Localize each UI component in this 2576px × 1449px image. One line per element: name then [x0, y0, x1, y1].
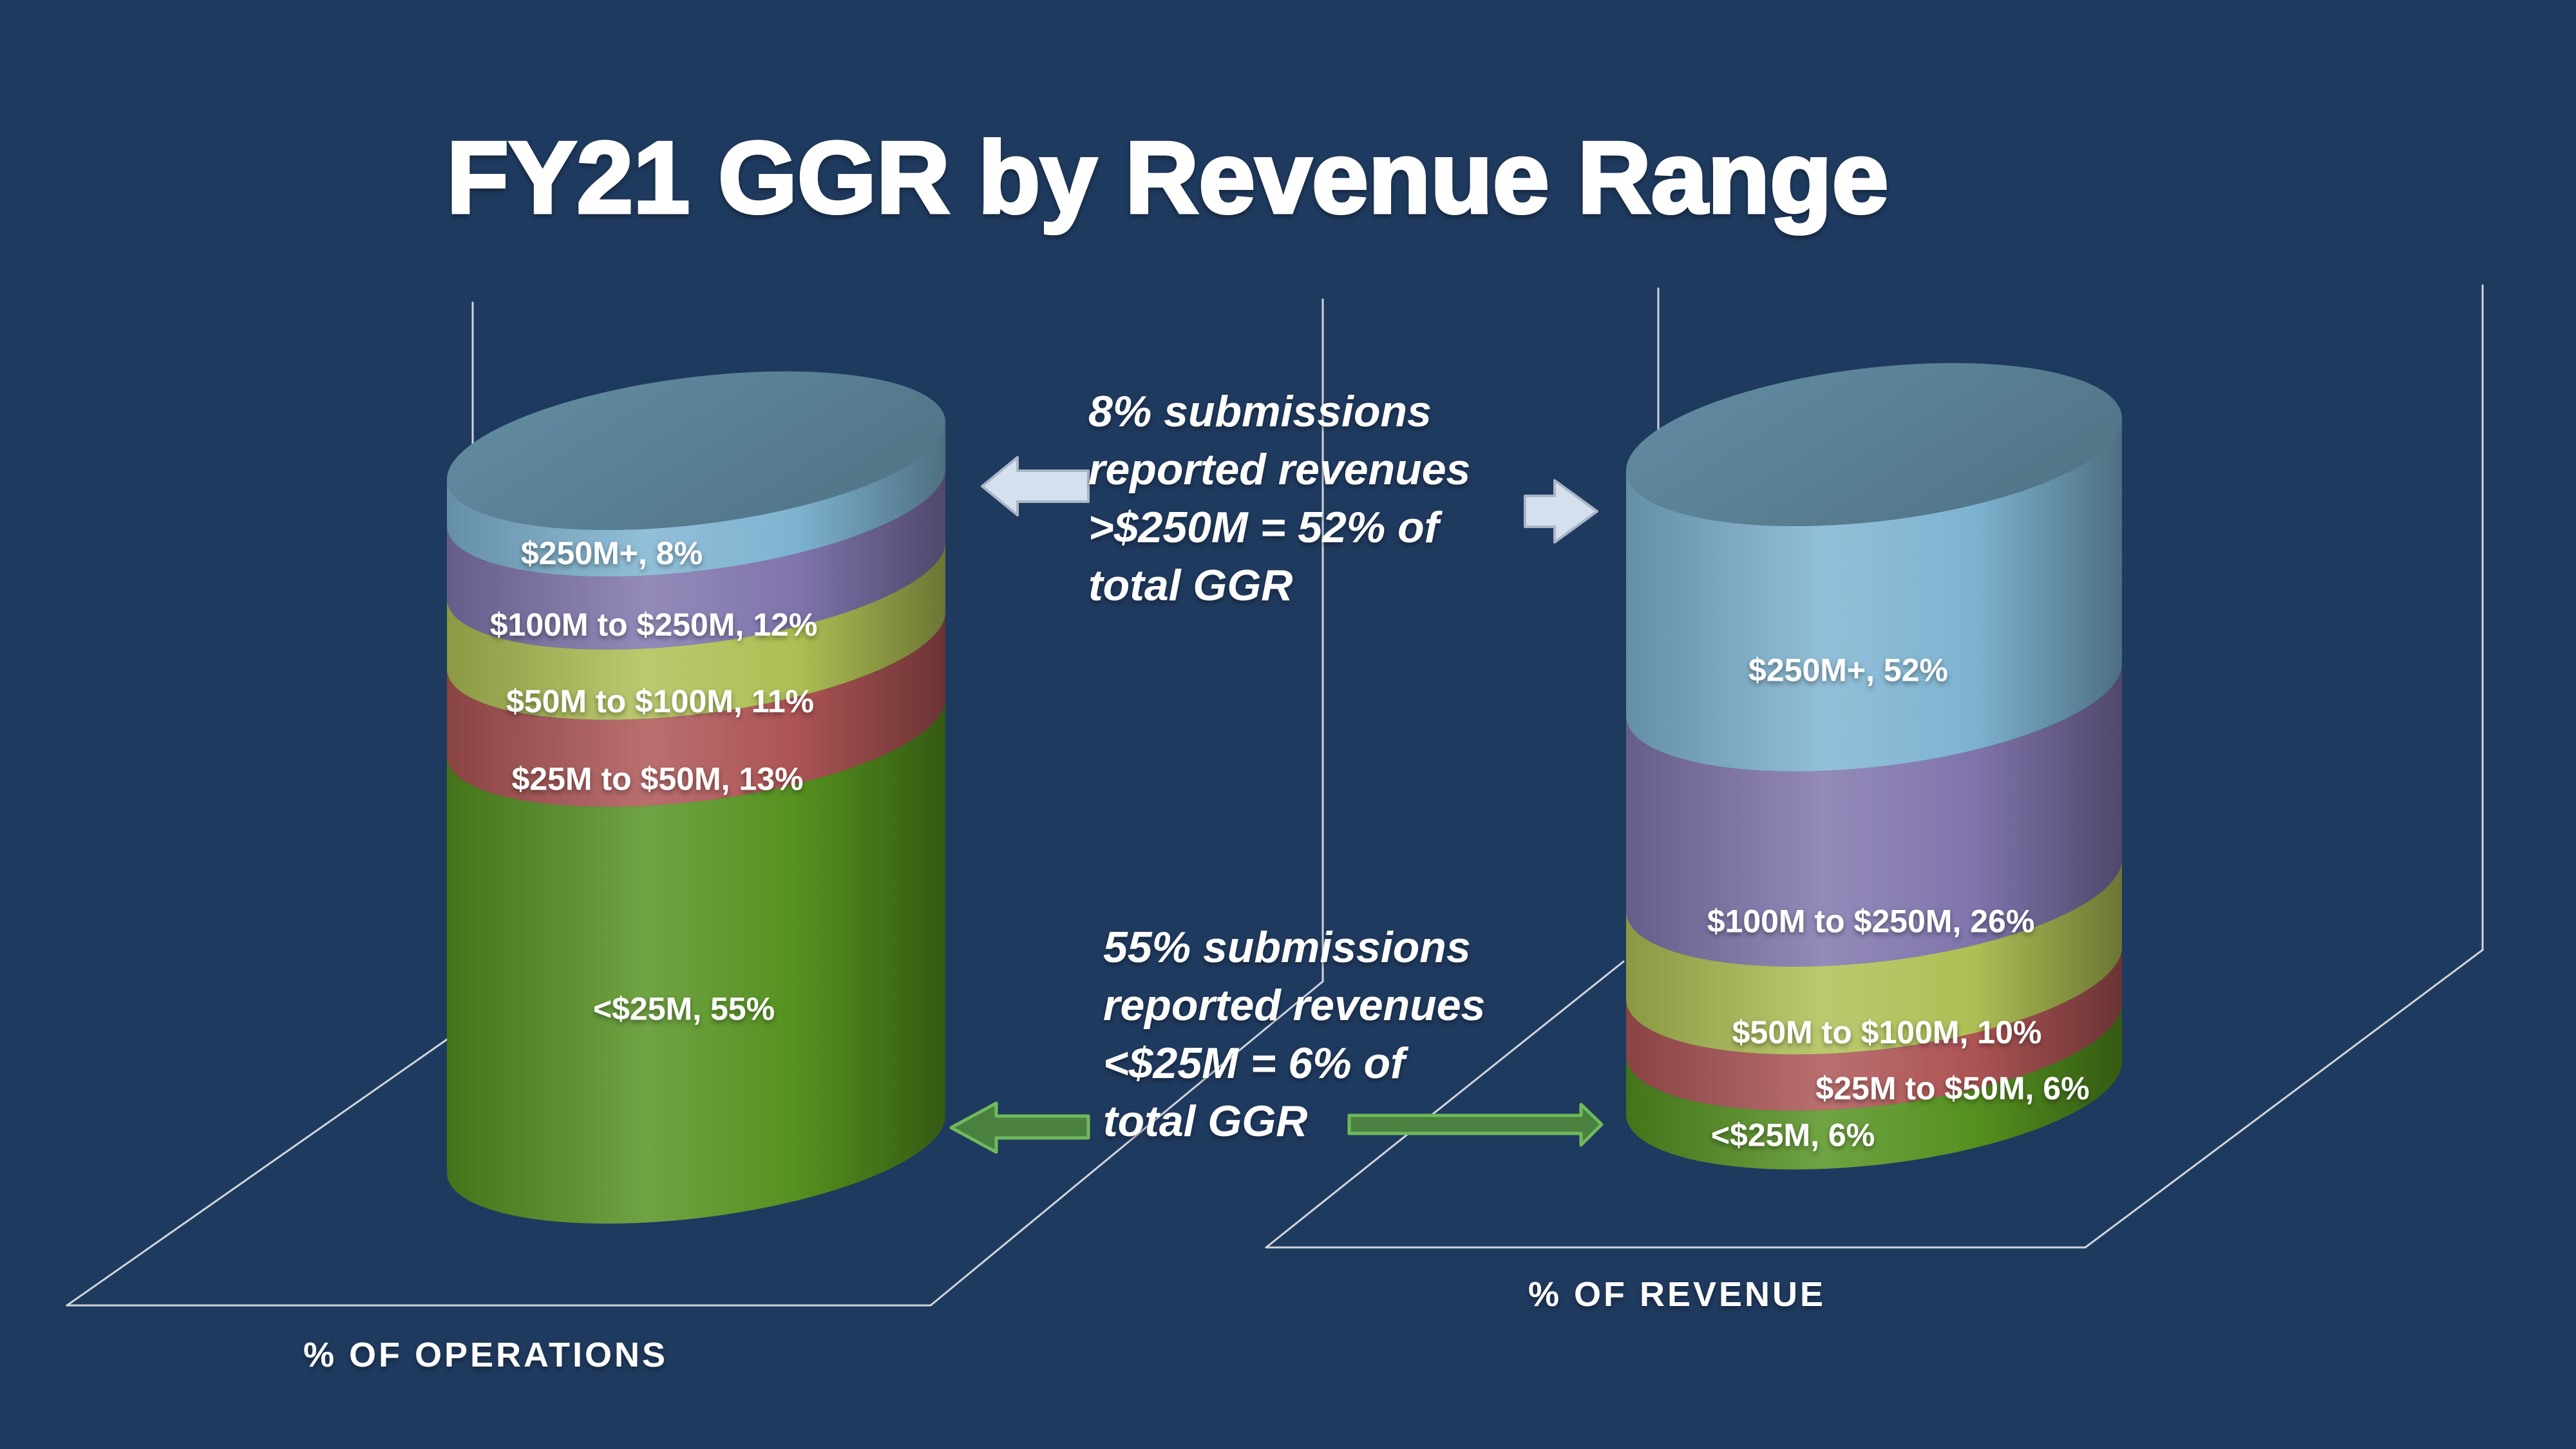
annotation-top: 8% submissions reported revenues >$250M … — [1088, 387, 1482, 610]
segment--25m-to-50m — [1626, 947, 2122, 1111]
segment-label-1-0: $250M+, 52% — [1748, 652, 1948, 688]
segment--50m-to-100m — [1626, 858, 2122, 1055]
segment-label-0-1: $100M to $250M, 12% — [490, 607, 818, 643]
floor-right-edge-right-chart — [2084, 949, 2484, 1249]
cylinder-operations — [447, 371, 945, 1224]
segment--250m- — [447, 422, 945, 577]
segment-label-0-0: $250M+, 8% — [521, 535, 703, 571]
chart-frame-operations — [66, 298, 1324, 1307]
green-arrow-left-icon — [949, 1101, 1090, 1154]
floor-left-edge-left-chart — [66, 1038, 448, 1307]
chart-frame-revenue — [1265, 284, 2484, 1249]
segment-label-1-3: $25M to $50M, 6% — [1815, 1070, 2089, 1106]
segment-labels: $250M+, 8% $100M to $250M, 12% $50M to $10… — [490, 535, 2090, 1153]
segment--100m-to-250m — [447, 469, 945, 650]
connector-arrows — [949, 456, 1604, 1154]
cylinder-revenue — [1626, 363, 2122, 1170]
cylinder-top-lid — [447, 371, 945, 530]
blue-arrow-left-icon — [981, 456, 1090, 516]
annotation-top-line-1: 8% submissions — [1088, 387, 1432, 436]
segment--25m-to-50m — [447, 612, 945, 807]
segment-label-0-4: <$25M, 55% — [593, 990, 775, 1027]
segment--250m- — [1626, 418, 2122, 772]
green-arrow-right-icon — [1347, 1103, 1604, 1147]
floor-right-edge-left-chart — [929, 980, 1324, 1307]
annotation-bottom-line-3: <$25M = 6% of — [1103, 1039, 1409, 1088]
annotation-bottom-line-1: 55% submissions — [1103, 923, 1471, 972]
page-title: FY21 GGR by Revenue Range — [446, 121, 1888, 234]
annotation-bottom-line-2: reported revenues — [1103, 981, 1485, 1030]
cylinder-top-lid — [1626, 363, 2122, 526]
segment-label-1-4: <$25M, 6% — [1711, 1117, 1875, 1153]
annotation-top-line-3: >$250M = 52% of — [1088, 503, 1443, 552]
floor-left-edge-right-chart — [1265, 960, 1625, 1249]
segment--50m-to-100m — [447, 542, 945, 720]
axis-label-operations: % OF OPERATIONS — [303, 1336, 668, 1374]
blue-arrow-right-icon — [1524, 479, 1598, 544]
segment-label-0-3: $25M to $50M, 13% — [512, 761, 804, 797]
axis-label-revenue: % OF REVENUE — [1528, 1275, 1826, 1314]
annotation-top-line-4: total GGR — [1088, 561, 1293, 610]
segment--100m-to-250m — [1626, 663, 2122, 967]
annotation-top-line-2: reported revenues — [1088, 445, 1470, 494]
segment-label-1-1: $100M to $250M, 26% — [1707, 903, 2035, 939]
annotation-bottom: 55% submissions reported revenues <$25M … — [1103, 923, 1497, 1146]
segment--25m — [447, 699, 945, 1224]
segment-label-1-2: $50M to $100M, 10% — [1732, 1014, 2042, 1050]
segment-label-0-2: $50M to $100M, 11% — [506, 683, 814, 719]
annotation-bottom-line-4: total GGR — [1103, 1097, 1307, 1146]
segment--25m — [1626, 1003, 2122, 1170]
